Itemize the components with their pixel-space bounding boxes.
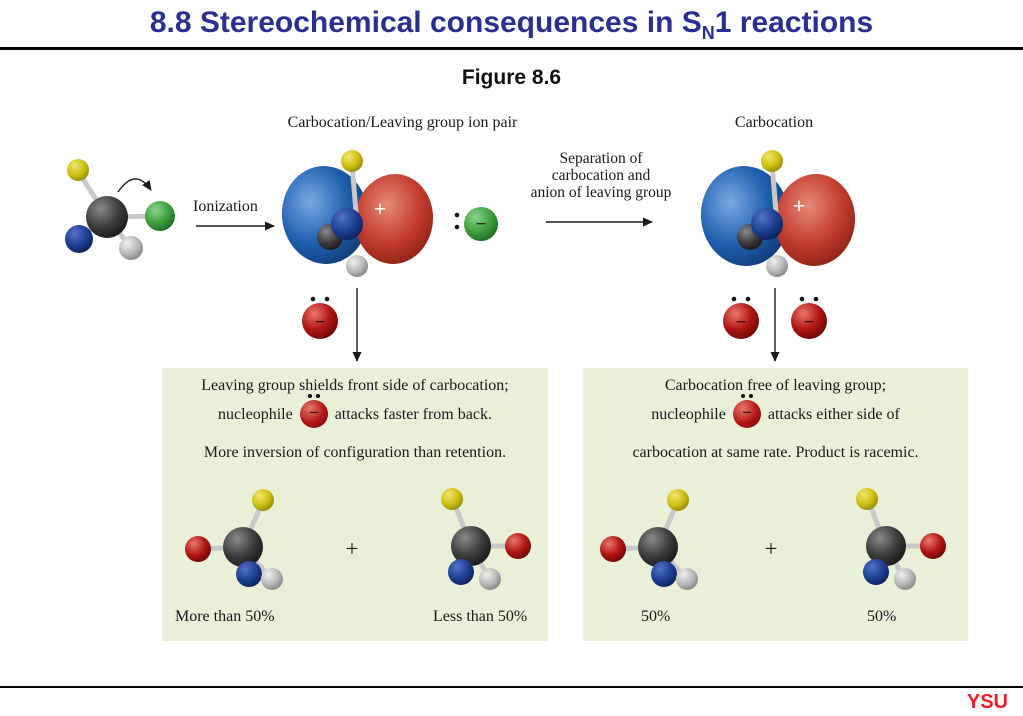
blue-ball bbox=[751, 208, 783, 240]
hydrogen-ball bbox=[261, 568, 283, 590]
separation-line-3: anion of leaving group bbox=[530, 184, 672, 201]
hydrogen-ball bbox=[479, 568, 501, 590]
label-ion-pair: Carbocation/Leaving group ion pair bbox=[287, 114, 518, 131]
title-subscript: N bbox=[701, 23, 715, 43]
yellow-ball bbox=[252, 489, 274, 511]
left-box-line3: More inversion of configuration than ret… bbox=[203, 444, 507, 461]
left-box-line2-pre: nucleophile bbox=[218, 406, 293, 423]
right-box-line2: nucleophile − attacks either side of bbox=[583, 394, 968, 430]
nucleophile-anion: − bbox=[791, 296, 827, 339]
minus-charge: − bbox=[736, 312, 747, 333]
red-ball bbox=[920, 533, 946, 559]
hydrogen-ball bbox=[346, 255, 368, 277]
nucleophile-icon: − bbox=[299, 394, 328, 429]
carbon-ball bbox=[451, 526, 491, 566]
title-post: 1 reactions bbox=[714, 6, 874, 39]
ion-pair-carbocation: + bbox=[281, 150, 434, 277]
blue-ball bbox=[236, 561, 262, 587]
carbon-ball bbox=[223, 527, 263, 567]
label-carbocation: Carbocation bbox=[734, 114, 814, 131]
nucleophile-ball bbox=[791, 303, 827, 339]
minus-charge: − bbox=[315, 312, 326, 333]
left-result-box bbox=[162, 368, 548, 641]
left-box-line2: nucleophile − attacks faster from back. bbox=[162, 394, 548, 430]
leaving-group-ball bbox=[145, 201, 175, 231]
yellow-ball bbox=[856, 488, 878, 510]
label-ionization: Ionization bbox=[193, 198, 258, 215]
minus-charge: − bbox=[476, 214, 487, 235]
free-carbocation: + bbox=[700, 150, 856, 277]
label-more-than-50: More than 50% bbox=[175, 608, 275, 625]
figure-caption: Figure 8.6 bbox=[461, 66, 562, 89]
yellow-ball bbox=[341, 150, 363, 172]
carbon-ball bbox=[86, 196, 128, 238]
right-box-line2-pre: nucleophile bbox=[651, 406, 726, 423]
separation-line-1: Separation of bbox=[559, 150, 643, 167]
minus-charge: − bbox=[804, 312, 815, 333]
blue-ball bbox=[863, 559, 889, 585]
blue-ball bbox=[331, 208, 363, 240]
leaving-group-anion: − bbox=[454, 207, 498, 241]
header-divider bbox=[0, 47, 1023, 50]
plus-charge: + bbox=[793, 193, 806, 218]
left-box-line1: Leaving group shields front side of carb… bbox=[201, 377, 509, 394]
p-orbital-blue-lobe bbox=[700, 166, 790, 266]
nucleophile-icon: − bbox=[732, 394, 761, 429]
product-retention bbox=[441, 488, 531, 590]
chloride-ball bbox=[464, 207, 498, 241]
red-ball bbox=[505, 533, 531, 559]
right-box-line2-post: attacks either side of bbox=[767, 406, 900, 423]
p-orbital-red-lobe bbox=[354, 174, 434, 264]
nucleophile-anion: − bbox=[723, 296, 759, 339]
blue-ball bbox=[65, 225, 93, 253]
nucleophile-ball bbox=[302, 303, 338, 339]
footer-divider bbox=[0, 686, 1023, 688]
label-50-right: 50% bbox=[867, 608, 897, 625]
right-box-line3: carbocation at same rate. Product is rac… bbox=[632, 444, 919, 461]
yellow-ball bbox=[67, 159, 89, 181]
carbon-ball bbox=[866, 526, 906, 566]
plus-charge: + bbox=[374, 196, 387, 221]
electron-push-arrow bbox=[117, 178, 152, 193]
red-ball bbox=[185, 536, 211, 562]
label-50-left: 50% bbox=[641, 608, 671, 625]
right-result-box bbox=[583, 368, 968, 641]
blue-ball bbox=[448, 559, 474, 585]
blue-ball bbox=[651, 561, 677, 587]
nucleophile-anion: − bbox=[302, 296, 338, 339]
plus-sign: + bbox=[765, 536, 778, 561]
hydrogen-ball bbox=[894, 568, 916, 590]
ysu-logo: YSU bbox=[966, 691, 1008, 713]
nucleophile-ball bbox=[723, 303, 759, 339]
hydrogen-ball bbox=[766, 255, 788, 277]
gray-ball bbox=[119, 236, 143, 260]
p-orbital-red-lobe bbox=[774, 174, 856, 266]
left-result-box-text: Leaving group shields front side of carb… bbox=[162, 368, 548, 641]
plus-sign: + bbox=[346, 536, 359, 561]
yellow-ball bbox=[761, 150, 783, 172]
separation-line-2: carbocation and bbox=[551, 167, 651, 184]
right-box-line1: Carbocation free of leaving group; bbox=[664, 377, 887, 394]
page-title: 8.8 Stereochemical consequences in SN1 r… bbox=[0, 6, 1023, 44]
product-inversion bbox=[185, 489, 283, 590]
left-box-line2-post: attacks faster from back. bbox=[334, 406, 492, 423]
yellow-ball bbox=[667, 489, 689, 511]
starting-molecule bbox=[65, 159, 175, 260]
right-result-box-text: Carbocation free of leaving group; nucle… bbox=[583, 368, 968, 641]
product-racemic-b bbox=[856, 488, 946, 590]
hydrogen-ball bbox=[676, 568, 698, 590]
label-less-than-50: Less than 50% bbox=[433, 608, 528, 625]
yellow-ball bbox=[441, 488, 463, 510]
red-ball bbox=[600, 536, 626, 562]
product-racemic-a bbox=[600, 489, 698, 590]
title-pre: 8.8 Stereochemical consequences in S bbox=[149, 6, 702, 39]
carbon-ball bbox=[638, 527, 678, 567]
label-separation: Separation of carbocation and anion of l… bbox=[528, 150, 674, 201]
